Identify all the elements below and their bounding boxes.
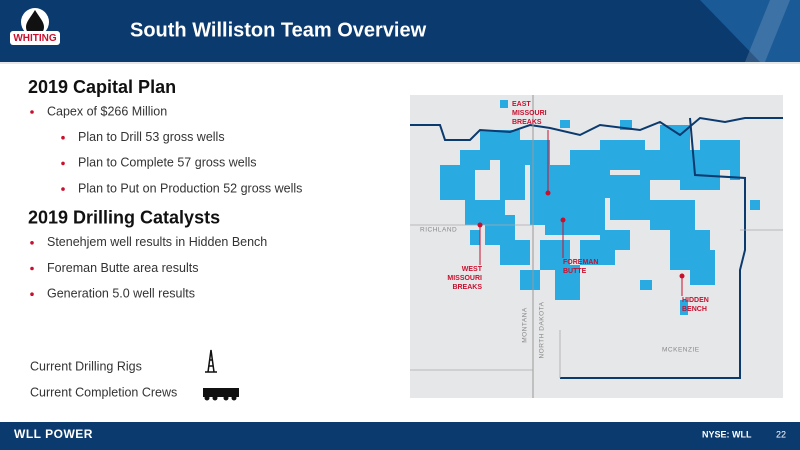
header-accent — [700, 0, 800, 62]
map-area — [640, 280, 652, 290]
map-area — [640, 150, 680, 180]
footer-ticker: NYSE: WLL — [702, 429, 752, 439]
crew-wheel — [231, 395, 237, 401]
map-area — [555, 265, 580, 300]
content: 2019 Capital Plan Capex of $266 Million Pl… — [28, 77, 302, 401]
county-line — [410, 224, 783, 378]
boundary — [410, 116, 783, 141]
footer-brand: WLL POWER — [14, 427, 93, 441]
logo-plate — [10, 31, 60, 45]
crew-wheel — [212, 395, 218, 401]
area-label: MISSOURI — [512, 110, 547, 117]
map-area — [650, 200, 695, 230]
title: South Williston Team Overview — [130, 19, 427, 41]
area-label: BREAKS — [512, 119, 542, 126]
map-area — [680, 300, 688, 315]
bullet-text: Plan to Complete 57 gross wells — [78, 156, 257, 170]
map-area — [500, 240, 530, 265]
place-label: RICHLAND — [420, 227, 457, 234]
bullet-dot — [61, 187, 65, 191]
place-label: NORTH DAKOTA — [539, 301, 546, 358]
area-label: BREAKS — [452, 284, 482, 291]
map-area — [600, 190, 612, 198]
bullet-text: Capex of $266 Million — [47, 104, 167, 118]
logo-drop — [26, 10, 44, 36]
map-area — [620, 120, 632, 130]
area-label: WEST — [462, 266, 483, 273]
header-accent — [745, 0, 790, 62]
crew-icon — [203, 388, 239, 397]
bullet-dot — [30, 266, 34, 271]
boundary — [560, 117, 746, 379]
map-area — [730, 170, 740, 180]
area-label: EAST — [512, 101, 531, 108]
map-area — [660, 125, 690, 150]
crew-wheel — [204, 395, 210, 401]
place-label: MCKENZIE — [662, 347, 700, 354]
bullet-dot — [30, 292, 34, 297]
map-area — [690, 250, 715, 285]
map-area — [440, 165, 475, 200]
bullet-text: Generation 5.0 well results — [47, 286, 195, 300]
map: EAST MISSOURI BREAKS WEST MISSOURI BREAKS FORE… — [410, 95, 783, 398]
bullet-text: Plan to Drill 53 gross wells — [78, 130, 225, 144]
bullet-dot — [61, 161, 65, 166]
resource-label: Current Drilling Rigs — [30, 359, 142, 373]
bullet-text: Stenehjem well results in Hidden Bench — [47, 235, 267, 249]
section-heading: 2019 Capital Plan — [28, 77, 176, 97]
map-area — [520, 270, 540, 290]
map-area — [610, 175, 650, 220]
map-area — [480, 130, 520, 160]
footer-bar — [0, 422, 800, 450]
area-label: HIDDEN — [682, 297, 709, 304]
bullet-dot — [30, 110, 34, 114]
map-area — [545, 185, 605, 235]
bullet-text: Foreman Butte area results — [47, 261, 198, 275]
map-area — [700, 140, 740, 170]
map-area — [470, 230, 480, 245]
map-area — [600, 140, 645, 170]
pin — [560, 217, 566, 223]
map-area — [520, 140, 550, 165]
area-label: FOREMAN — [563, 259, 598, 266]
crew-wheel — [223, 395, 229, 401]
place-label: MONTANA — [522, 307, 529, 343]
bullet-dot — [61, 135, 65, 140]
area-label: BUTTE — [563, 268, 587, 275]
page-number: 22 — [776, 429, 786, 439]
resource-label: Current Completion Crews — [30, 385, 177, 399]
map-area — [500, 100, 508, 108]
header-bar — [0, 0, 800, 62]
area-label: BENCH — [682, 306, 707, 313]
pin — [477, 222, 483, 228]
logo-text: WHITING — [13, 33, 57, 44]
map-area — [500, 160, 525, 200]
area-label: MISSOURI — [447, 275, 482, 282]
map-area — [750, 200, 760, 210]
rig-icon — [205, 349, 217, 373]
pin — [545, 190, 551, 196]
bullet-text: Plan to Put on Production 52 gross wells — [78, 181, 302, 195]
map-area — [560, 120, 570, 128]
section-heading: 2019 Drilling Catalysts — [28, 208, 220, 228]
map-area — [600, 230, 630, 250]
bullet-dot — [30, 241, 34, 245]
pin — [679, 273, 685, 279]
